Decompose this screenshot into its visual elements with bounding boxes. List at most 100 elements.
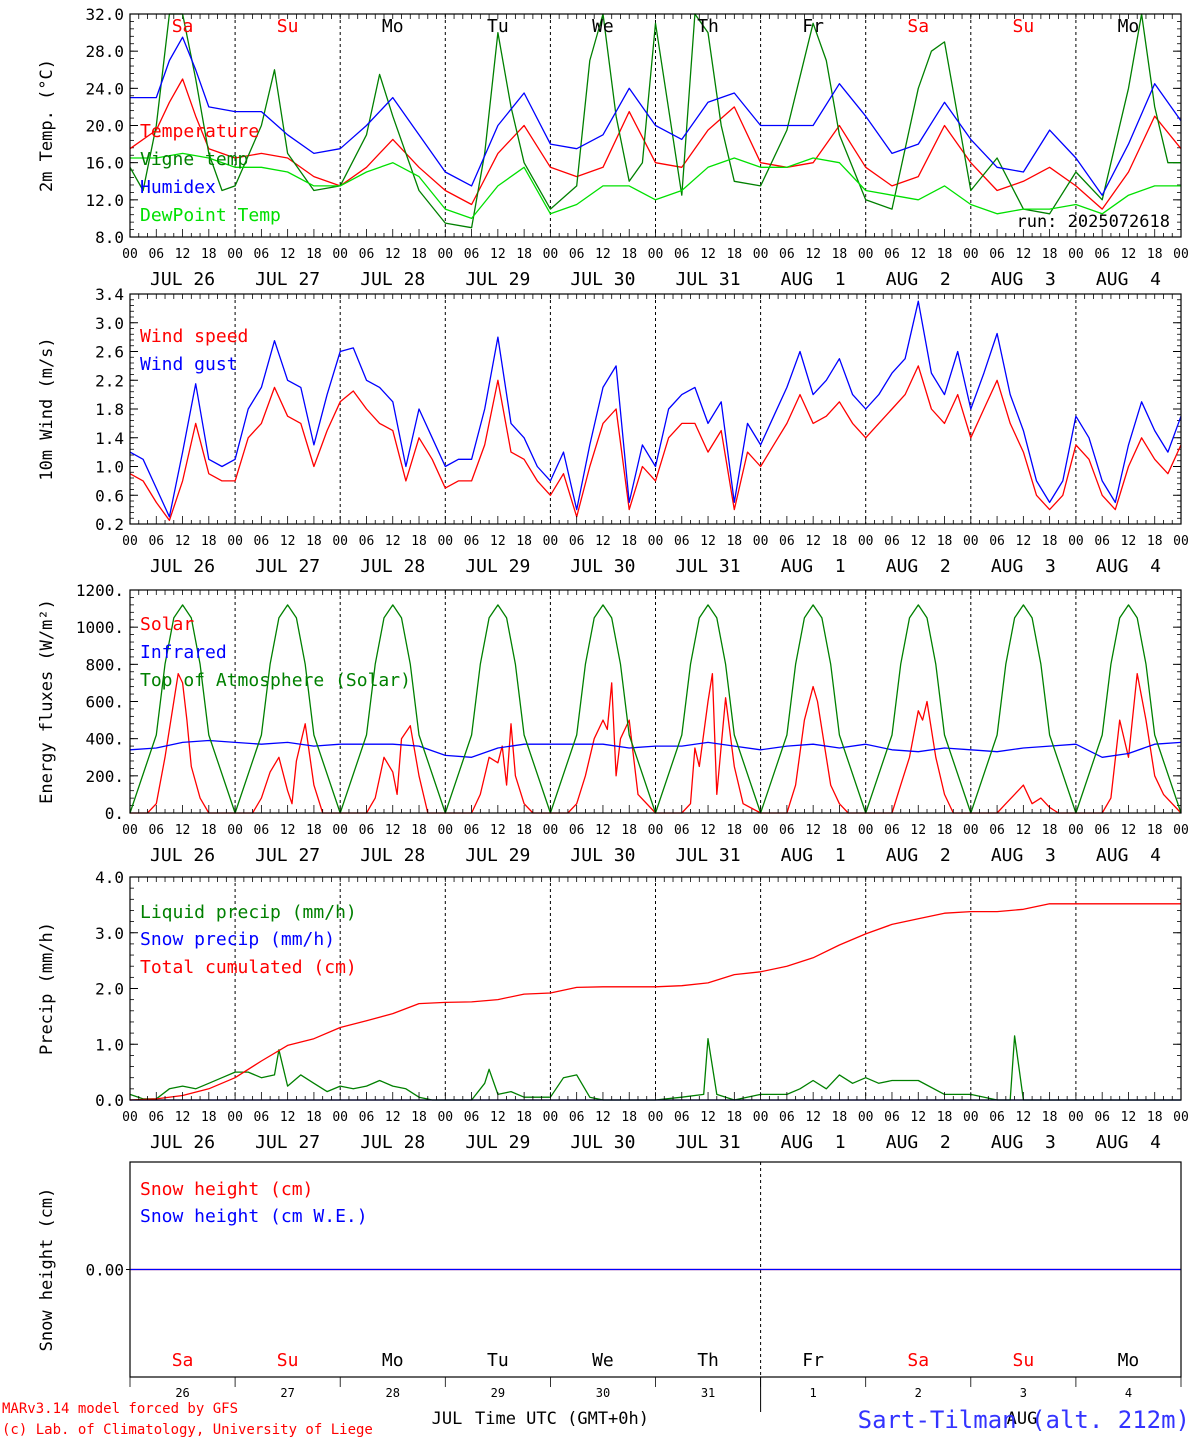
series-line (130, 36, 1182, 196)
y-tick-label: 1.0 (95, 1035, 124, 1054)
hour-tick-label: 12 (175, 534, 191, 549)
hour-tick-label: 06 (989, 534, 1005, 549)
hour-tick-label: 18 (516, 534, 532, 549)
date-label: AUG 2 (886, 269, 951, 290)
hour-tick-label: 12 (1121, 1110, 1137, 1125)
hour-tick-label: 18 (411, 823, 427, 838)
hour-tick-label: 12 (385, 1110, 401, 1125)
day-number-label: 31 (701, 1386, 715, 1400)
day-name-label: Mo (1118, 1350, 1140, 1371)
hour-tick-label: 18 (411, 247, 427, 262)
date-label: AUG 4 (1096, 556, 1161, 577)
hour-tick-label: 12 (1121, 823, 1137, 838)
day-name-label: Sa (172, 16, 194, 37)
day-name-label: Th (697, 1350, 719, 1371)
hour-tick-label: 00 (227, 823, 243, 838)
date-label: JUL 30 (570, 269, 635, 290)
series-line (129, 739, 1182, 758)
hour-tick-label: 00 (1173, 1110, 1189, 1125)
hour-tick-label: 06 (884, 247, 900, 262)
hour-tick-label: 00 (963, 534, 979, 549)
hour-tick-label: 06 (148, 1110, 164, 1125)
legend-entry: Total cumulated (cm) (140, 957, 357, 978)
hour-tick-label: 06 (1094, 247, 1110, 262)
y-tick-label: 0.0 (95, 1091, 124, 1110)
hour-tick-label: 06 (359, 247, 375, 262)
hour-tick-label: 06 (254, 534, 270, 549)
series-line (129, 365, 1182, 522)
date-label: AUG 4 (1096, 269, 1161, 290)
date-label: JUL 26 (150, 845, 215, 866)
y-tick-label: 0. (105, 804, 124, 823)
hour-tick-label: 12 (385, 534, 401, 549)
panel-1: 8.0 12.0 16.0 20.0 24.0 28.0 32.0 Temperature Vi… (37, 5, 1189, 290)
hour-tick-label: 18 (411, 534, 427, 549)
hour-tick-label: 06 (674, 823, 690, 838)
day-name-label: Mo (1118, 16, 1140, 37)
hour-tick-label: 00 (1068, 823, 1084, 838)
day-number-label: 1 (810, 1386, 817, 1400)
hour-tick-label: 12 (910, 534, 926, 549)
panel-5: 0.00 Snow height (cm) Snow height (cm W.E.… (37, 1161, 1182, 1429)
hour-tick-label: 12 (175, 247, 191, 262)
hour-tick-label: 06 (779, 534, 795, 549)
hour-tick-label: 12 (595, 1110, 611, 1125)
date-label: JUL 29 (465, 845, 530, 866)
day-name-label: Su (1013, 16, 1035, 37)
day-name-label: Mo (382, 16, 404, 37)
hour-tick-label: 06 (464, 1110, 480, 1125)
hour-tick-label: 18 (201, 247, 217, 262)
y-tick-label: 16.0 (85, 154, 124, 173)
day-name-label: Su (277, 16, 299, 37)
hour-tick-label: 18 (306, 534, 322, 549)
hour-tick-label: 12 (595, 823, 611, 838)
month-label: JUL (432, 1409, 463, 1429)
hour-tick-label: 00 (122, 1110, 138, 1125)
hour-tick-label: 06 (1094, 1110, 1110, 1125)
y-tick-label: 4.0 (95, 868, 124, 887)
hour-tick-label: 12 (385, 247, 401, 262)
date-label: AUG 1 (781, 1132, 846, 1153)
y-tick-label: 1000. (76, 618, 124, 637)
hour-tick-label: 18 (201, 534, 217, 549)
y-tick-label: 32.0 (85, 5, 124, 24)
hour-tick-label: 18 (1042, 247, 1058, 262)
series-line (129, 903, 1181, 1101)
hour-tick-label: 18 (306, 1110, 322, 1125)
hour-tick-label: 18 (832, 1110, 848, 1125)
hour-tick-label: 00 (227, 1110, 243, 1125)
date-label: JUL 31 (676, 556, 741, 577)
hour-tick-label: 06 (884, 823, 900, 838)
series-line (129, 78, 1182, 210)
y-tick-label: 1200. (76, 581, 124, 600)
hour-tick-label: 06 (989, 1110, 1005, 1125)
y-tick-label: 20.0 (85, 117, 124, 136)
y-axis-title: Energy fluxes (W/m²) (37, 599, 57, 804)
hour-tick-label: 06 (884, 534, 900, 549)
day-name-label: Sa (907, 16, 929, 37)
hour-tick-label: 12 (595, 247, 611, 262)
hour-tick-label: 18 (1147, 534, 1163, 549)
hour-tick-label: 00 (648, 247, 664, 262)
legend-entry: DewPoint Temp (140, 205, 281, 226)
date-label: AUG 2 (886, 1132, 951, 1153)
y-tick-label: 2.6 (95, 343, 124, 362)
date-label: JUL 28 (360, 1132, 425, 1153)
hour-tick-label: 12 (805, 247, 821, 262)
hour-tick-label: 18 (1147, 1110, 1163, 1125)
day-name-label: Mo (382, 1350, 404, 1371)
date-label: JUL 27 (255, 556, 320, 577)
hour-tick-label: 12 (1121, 247, 1137, 262)
y-tick-label: 1.8 (95, 400, 124, 419)
hour-tick-label: 12 (280, 534, 296, 549)
date-label: JUL 29 (465, 1132, 530, 1153)
hour-tick-label: 06 (148, 534, 164, 549)
hour-tick-label: 06 (674, 247, 690, 262)
hour-tick-label: 18 (937, 823, 953, 838)
date-label: JUL 29 (465, 556, 530, 577)
hour-tick-label: 12 (910, 823, 926, 838)
series-line (129, 1035, 1181, 1101)
hour-tick-label: 00 (753, 534, 769, 549)
hour-tick-label: 00 (1173, 823, 1189, 838)
hour-tick-label: 06 (779, 247, 795, 262)
